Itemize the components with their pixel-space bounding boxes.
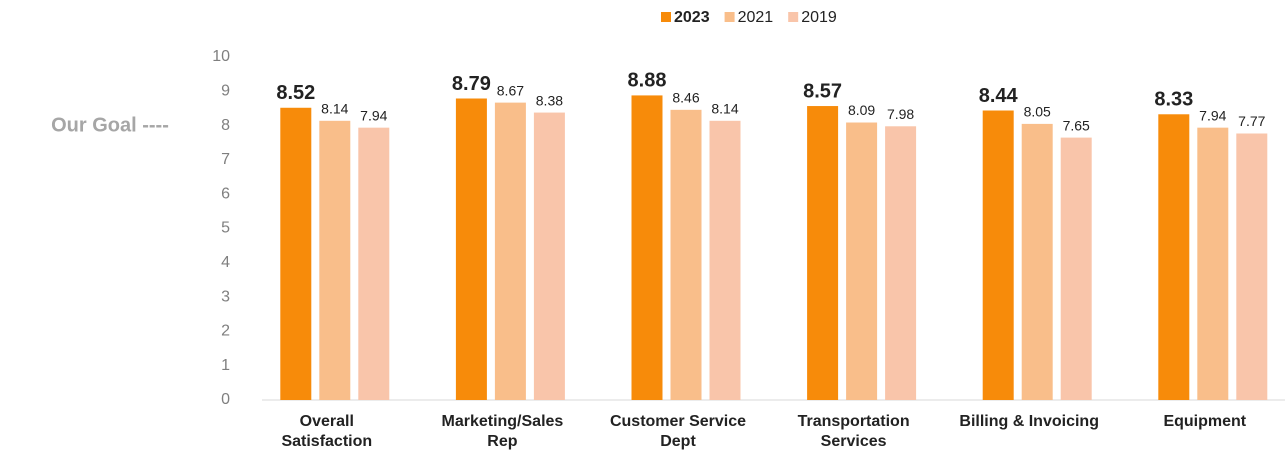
bar: [846, 122, 878, 400]
y-tick-label: 2: [221, 323, 230, 340]
y-tick-label: 5: [221, 220, 230, 237]
y-tick-label: 9: [221, 83, 230, 100]
value-label: 8.88: [628, 70, 667, 92]
y-tick-label: 0: [221, 391, 230, 408]
x-tick-label: Overall Satisfaction: [281, 413, 372, 450]
x-tick-label: Transportation Services: [798, 413, 910, 450]
value-label: 8.09: [848, 102, 875, 118]
goal-annotation: Our Goal ----: [51, 114, 169, 136]
y-tick-label: 4: [221, 254, 230, 271]
value-label: 8.67: [497, 82, 524, 98]
value-label: 7.94: [1199, 107, 1226, 123]
bar: [1197, 127, 1229, 401]
value-label: 8.14: [711, 101, 738, 117]
value-label: 8.33: [1154, 89, 1193, 111]
value-label: 8.46: [672, 90, 699, 106]
x-tick-line: Billing & Invoicing: [959, 413, 1099, 430]
bar: [1158, 114, 1190, 400]
y-tick-label: 1: [221, 357, 230, 374]
x-tick-label: Billing & Invoicing: [959, 413, 1099, 430]
x-tick-line: Overall: [300, 413, 354, 430]
legend-label: 2021: [738, 9, 774, 26]
x-tick-line: Equipment: [1163, 413, 1246, 430]
x-tick-label: Equipment: [1163, 413, 1246, 430]
bar: [358, 127, 390, 401]
legend-swatch: [788, 12, 799, 22]
y-tick-label: 3: [221, 288, 230, 305]
bar: [1060, 137, 1092, 401]
value-label: 8.38: [536, 92, 563, 108]
value-label: 8.05: [1024, 104, 1051, 120]
value-label: 7.65: [1063, 117, 1090, 133]
bar: [1236, 133, 1268, 400]
value-label: 8.57: [803, 80, 842, 102]
y-tick-label: 8: [221, 117, 230, 134]
x-tick-line: Marketing/Sales: [441, 413, 563, 430]
bar: [631, 95, 663, 400]
value-label: 8.44: [979, 85, 1019, 107]
value-label: 8.52: [276, 82, 315, 104]
bar: [533, 112, 565, 400]
legend-swatch: [661, 12, 671, 22]
x-tick-line: Satisfaction: [281, 433, 372, 450]
y-tick-label: 6: [221, 185, 230, 202]
x-tick-line: Dept: [660, 433, 696, 450]
value-label: 8.79: [452, 73, 491, 95]
legend-swatch: [724, 12, 735, 22]
x-tick-line: Customer Service: [610, 413, 746, 430]
x-tick-line: Rep: [487, 433, 517, 450]
bar: [494, 102, 526, 400]
x-tick-label: Customer Service Dept: [610, 413, 746, 450]
value-label: 7.98: [887, 106, 914, 122]
bar: [455, 98, 487, 401]
bar: [319, 120, 351, 400]
x-tick-line: Transportation: [798, 413, 910, 430]
bar: [670, 109, 702, 401]
bar: [807, 106, 839, 400]
y-tick-label: 7: [221, 151, 230, 168]
value-label: 8.14: [321, 101, 348, 117]
legend-label: 2019: [801, 9, 837, 26]
y-tick-label: 10: [212, 48, 230, 65]
value-label: 7.77: [1238, 113, 1265, 129]
bar: [1021, 123, 1053, 400]
x-tick-line: Services: [821, 433, 887, 450]
value-label: 7.94: [360, 107, 387, 123]
x-tick-label: Marketing/Sales Rep: [441, 413, 563, 450]
bar: [280, 107, 312, 400]
bar: [982, 110, 1014, 401]
bar: [885, 126, 917, 400]
bar: [709, 120, 741, 400]
legend-label: 2023: [674, 9, 710, 26]
